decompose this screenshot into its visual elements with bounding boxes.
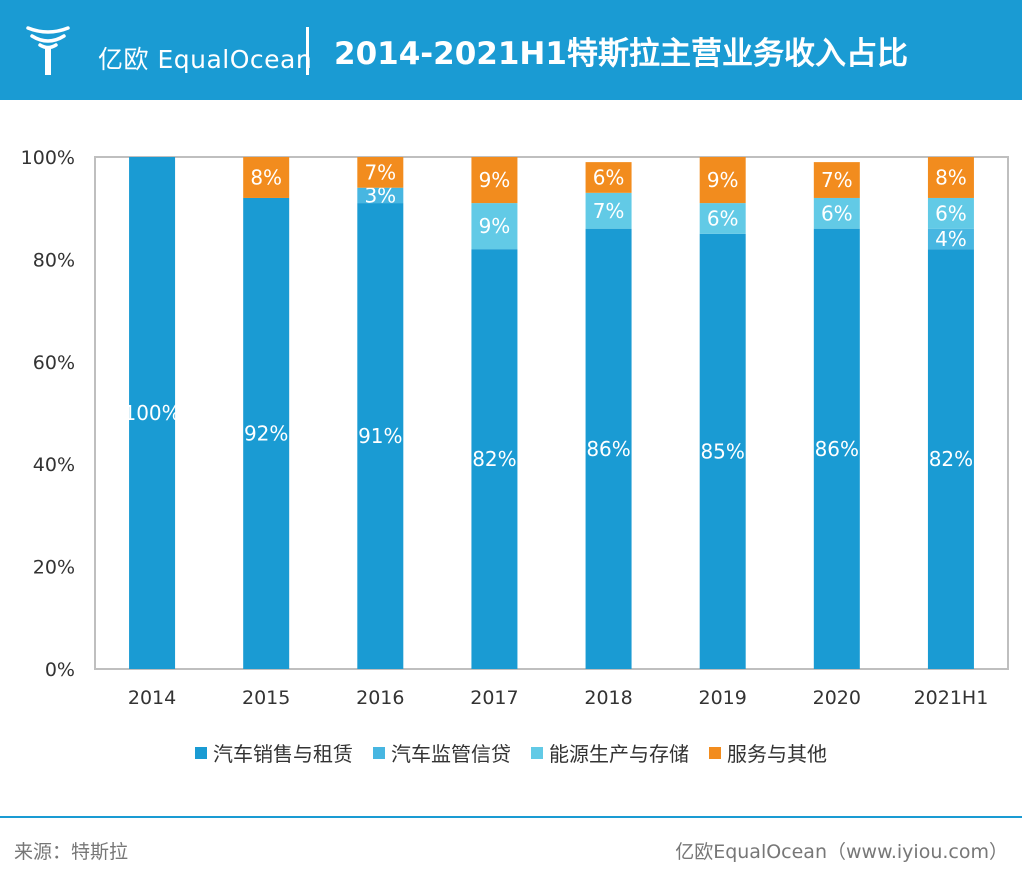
legend-swatch xyxy=(531,746,543,759)
stacked-bar-chart: 0%20%40%60%80%100%100%201492%8%201591%3%… xyxy=(21,147,1009,709)
data-label: 4% xyxy=(935,227,967,251)
bar-segment xyxy=(585,228,632,669)
data-label: 7% xyxy=(364,160,396,184)
bar-segment xyxy=(243,157,290,198)
bar-segment xyxy=(471,203,518,250)
data-label: 9% xyxy=(479,214,511,238)
data-label: 9% xyxy=(479,168,511,192)
y-tick-label: 20% xyxy=(33,557,75,579)
y-tick-label: 80% xyxy=(33,249,75,271)
legend-item: 能源生产与存储 xyxy=(531,738,689,767)
bar-segment xyxy=(699,157,746,204)
bar-segment xyxy=(129,157,176,669)
footer-divider xyxy=(0,816,1022,818)
bar-segment xyxy=(927,249,974,669)
data-label: 8% xyxy=(250,165,282,189)
data-label: 85% xyxy=(700,439,744,463)
bar-segment xyxy=(357,203,404,669)
legend-item: 服务与其他 xyxy=(709,738,827,767)
legend-label: 服务与其他 xyxy=(727,742,827,766)
data-label: 91% xyxy=(358,424,402,448)
logo-mark-icon xyxy=(26,26,70,75)
legend-label: 汽车监管信贷 xyxy=(391,742,511,766)
data-label: 82% xyxy=(472,447,516,471)
data-label: 8% xyxy=(935,165,967,189)
bar-segment xyxy=(699,233,746,670)
x-tick-label: 2016 xyxy=(356,687,404,709)
y-tick-label: 100% xyxy=(21,147,75,169)
x-tick-label: 2015 xyxy=(242,687,290,709)
source-note: 来源：特斯拉 xyxy=(14,841,129,863)
y-tick-label: 60% xyxy=(33,352,75,374)
bar-segment xyxy=(585,162,632,193)
x-tick-label: 2017 xyxy=(470,687,518,709)
bar-segment xyxy=(699,203,746,234)
legend-swatch xyxy=(709,746,721,759)
data-label: 7% xyxy=(593,199,625,223)
data-label: 6% xyxy=(707,206,739,230)
equalocean-logo: 亿欧 EqualOcean xyxy=(26,24,312,78)
data-label: 9% xyxy=(707,168,739,192)
x-tick-label: 2019 xyxy=(699,687,747,709)
x-tick-label: 2014 xyxy=(128,687,176,709)
data-label: 100% xyxy=(123,401,180,425)
header-banner: 亿欧 EqualOcean 2014-2021H1特斯拉主营业务收入占比 xyxy=(0,0,1022,100)
legend-item: 汽车销售与租赁 xyxy=(195,738,353,767)
plot-frame xyxy=(94,156,1009,670)
bar-segment xyxy=(927,157,974,198)
chart-legend: 汽车销售与租赁 汽车监管信贷 能源生产与存储 服务与其他 xyxy=(0,738,1022,767)
bar-segment xyxy=(357,187,404,204)
legend-item: 汽车监管信贷 xyxy=(373,738,511,767)
data-label: 6% xyxy=(821,201,853,225)
x-tick-label: 2021H1 xyxy=(914,687,989,709)
brand-note: 亿欧EqualOcean（www.iyiou.com） xyxy=(675,841,1008,863)
logo-text: 亿欧 EqualOcean xyxy=(98,45,313,74)
y-tick-label: 0% xyxy=(45,659,75,681)
data-label: 86% xyxy=(815,437,859,461)
legend-label: 汽车销售与租赁 xyxy=(213,742,353,766)
data-label: 92% xyxy=(244,421,288,445)
bar-segment xyxy=(813,197,860,229)
header-divider xyxy=(306,27,309,75)
bar-segment xyxy=(243,197,290,669)
bar-segment xyxy=(585,192,632,229)
bar-segment xyxy=(357,157,404,188)
data-label: 82% xyxy=(929,447,973,471)
bar-segment xyxy=(927,197,974,229)
y-tick-label: 40% xyxy=(33,454,75,476)
bar-segment xyxy=(813,228,860,669)
data-label: 7% xyxy=(821,168,853,192)
legend-swatch xyxy=(195,746,207,759)
bar-segment xyxy=(813,162,860,198)
chart-title: 2014-2021H1特斯拉主营业务收入占比 xyxy=(334,36,908,72)
data-label: 6% xyxy=(593,165,625,189)
x-tick-label: 2018 xyxy=(584,687,632,709)
legend-label: 能源生产与存储 xyxy=(549,742,689,766)
x-tick-label: 2020 xyxy=(813,687,861,709)
bar-segment xyxy=(927,228,974,250)
legend-swatch xyxy=(373,746,385,759)
data-label: 86% xyxy=(586,437,630,461)
bar-segment xyxy=(471,157,518,204)
bar-segment xyxy=(471,249,518,669)
data-label: 6% xyxy=(935,201,967,225)
